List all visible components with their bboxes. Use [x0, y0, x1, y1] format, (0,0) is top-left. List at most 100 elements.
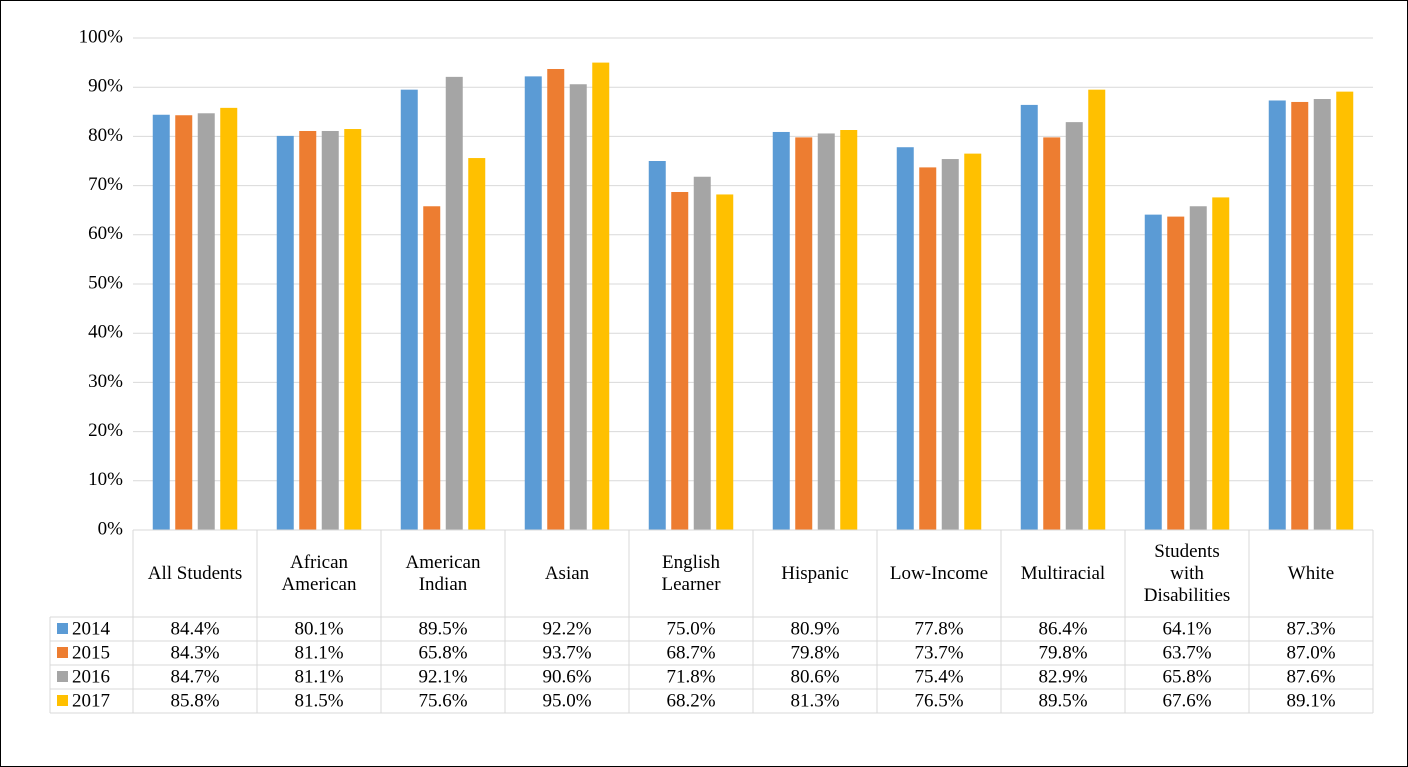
y-tick-label: 20%	[88, 420, 123, 441]
data-label: 89.1%	[1286, 690, 1335, 711]
data-label: 80.9%	[790, 618, 839, 639]
bar	[716, 194, 734, 530]
data-label: 86.4%	[1038, 618, 1087, 639]
y-tick-label: 30%	[88, 371, 123, 392]
category-text: English Learner	[661, 551, 721, 595]
category-text: Hispanic	[781, 562, 849, 584]
data-label: 80.1%	[294, 618, 343, 639]
bar	[299, 130, 317, 530]
bar	[592, 62, 610, 530]
category-text: Students with Disabilities	[1143, 540, 1231, 606]
data-label: 90.6%	[542, 666, 591, 687]
bar	[1167, 216, 1185, 530]
data-label: 67.6%	[1162, 690, 1211, 711]
legend-label: 2015	[72, 642, 110, 663]
x-tick-label: African American	[257, 530, 381, 617]
category-text: Multiracial	[1020, 562, 1106, 584]
bar	[772, 131, 790, 531]
x-tick-label: White	[1249, 530, 1373, 617]
data-label: 75.6%	[418, 690, 467, 711]
data-label: 63.7%	[1162, 642, 1211, 663]
bar	[445, 76, 463, 531]
bar	[795, 137, 813, 530]
data-label: 89.5%	[1038, 690, 1087, 711]
data-label: 87.6%	[1286, 666, 1335, 687]
bar	[344, 129, 362, 530]
bar	[919, 167, 937, 530]
y-tick-label: 100%	[79, 26, 124, 47]
bar	[468, 158, 486, 530]
y-tick-label: 60%	[88, 223, 123, 244]
x-tick-label: Asian	[505, 530, 629, 617]
data-label: 81.1%	[294, 642, 343, 663]
data-label: 77.8%	[914, 618, 963, 639]
data-label: 93.7%	[542, 642, 591, 663]
data-label: 79.8%	[790, 642, 839, 663]
bar	[648, 161, 666, 530]
y-tick-label: 50%	[88, 272, 123, 293]
data-label: 65.8%	[418, 642, 467, 663]
bar	[197, 113, 215, 530]
bar	[941, 159, 959, 531]
category-text: All Students	[147, 562, 243, 584]
category-text: White	[1287, 562, 1335, 584]
data-label: 76.5%	[914, 690, 963, 711]
bar	[693, 176, 711, 530]
bar	[569, 84, 587, 531]
bar	[964, 153, 982, 530]
legend-swatch	[57, 623, 68, 634]
data-label: 68.2%	[666, 690, 715, 711]
category-text: Asian	[544, 562, 590, 584]
category-text: African American	[281, 551, 357, 595]
data-label: 92.2%	[542, 618, 591, 639]
bar	[321, 130, 339, 530]
legend-swatch	[57, 647, 68, 658]
y-tick-label: 90%	[88, 76, 123, 97]
bar	[1313, 99, 1331, 531]
data-label: 87.0%	[1286, 642, 1335, 663]
data-label: 89.5%	[418, 618, 467, 639]
legend-label: 2016	[72, 666, 110, 687]
bar	[152, 114, 170, 530]
data-label: 92.1%	[418, 666, 467, 687]
data-label: 84.4%	[170, 618, 219, 639]
bar	[175, 115, 193, 530]
data-label: 80.6%	[790, 666, 839, 687]
data-label: 81.5%	[294, 690, 343, 711]
y-tick-label: 0%	[98, 518, 124, 539]
data-label: 79.8%	[1038, 642, 1087, 663]
x-tick-label: All Students	[133, 530, 257, 617]
data-label: 64.1%	[1162, 618, 1211, 639]
data-label: 68.7%	[666, 642, 715, 663]
bar	[671, 191, 689, 530]
x-tick-label: Hispanic	[753, 530, 877, 617]
data-label: 75.0%	[666, 618, 715, 639]
x-tick-label: Students with Disabilities	[1125, 530, 1249, 617]
bar	[896, 147, 914, 530]
x-tick-label: American Indian	[381, 530, 505, 617]
category-text: American Indian	[405, 551, 481, 595]
category-text: Low-Income	[889, 562, 989, 584]
bar	[547, 68, 565, 530]
bar	[1088, 89, 1106, 530]
y-tick-label: 10%	[88, 469, 123, 490]
data-label: 81.1%	[294, 666, 343, 687]
data-label: 73.7%	[914, 642, 963, 663]
y-tick-label: 40%	[88, 322, 123, 343]
legend-swatch	[57, 695, 68, 706]
bar	[220, 107, 238, 530]
bar	[400, 89, 418, 530]
bar	[817, 133, 835, 530]
y-tick-label: 80%	[88, 125, 123, 146]
y-tick-label: 70%	[88, 174, 123, 195]
data-label: 87.3%	[1286, 618, 1335, 639]
legend-label: 2014	[72, 618, 111, 639]
data-label: 71.8%	[666, 666, 715, 687]
legend-swatch	[57, 671, 68, 682]
x-tick-label: Multiracial	[1001, 530, 1125, 617]
data-label: 65.8%	[1162, 666, 1211, 687]
legend-label: 2017	[72, 690, 110, 711]
bar	[423, 206, 441, 530]
bar	[1212, 197, 1230, 530]
